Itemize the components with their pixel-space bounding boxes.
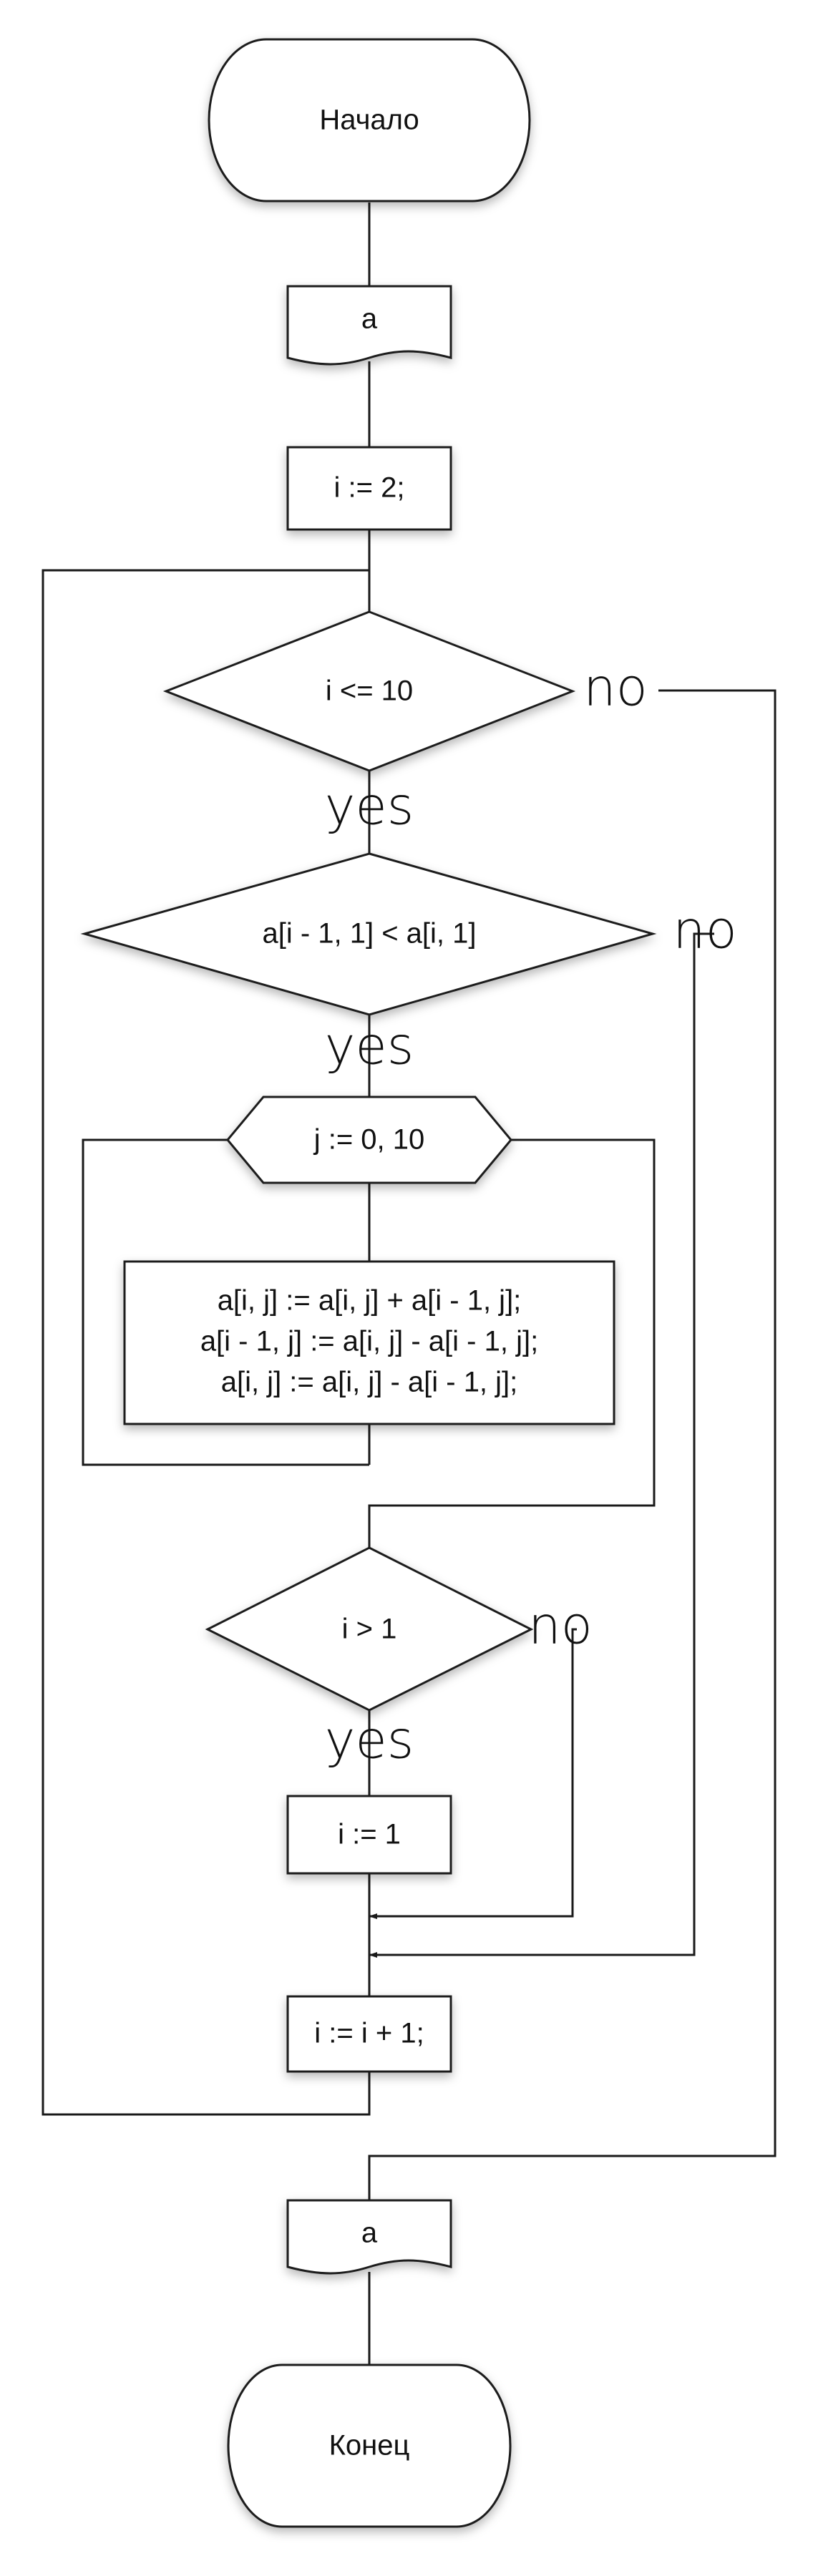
outer-no-path: [368, 689, 777, 2200]
condition-outer: i <= 10: [162, 610, 576, 772]
connectors: [42, 203, 777, 2365]
cond-i-no: no: [528, 1596, 593, 1656]
end-label: Конец: [329, 2430, 410, 2462]
cond-compare-yes: yes: [325, 1016, 414, 1076]
cond-i-yes: yes: [325, 1710, 414, 1770]
loop-j-label: j := 0, 10: [313, 1124, 425, 1156]
condition-i: i > 1: [205, 1546, 534, 1712]
loop-j-hexagon: j := 0, 10: [226, 1096, 512, 1184]
condition-compare: a[i - 1, 1] < a[i, 1]: [80, 852, 657, 1016]
init-label: i := 2;: [334, 472, 405, 504]
cond-compare-label: a[i - 1, 1] < a[i, 1]: [262, 918, 476, 950]
swap-line-2: a[i - 1, j] := a[i, j] - a[i - 1, j];: [200, 1326, 538, 1357]
loop-j-return: [82, 1138, 369, 1466]
input-label: a: [361, 303, 378, 335]
end-terminator: Конец: [227, 2363, 512, 2528]
cond-outer-yes: yes: [325, 776, 414, 836]
main-loop-back: [42, 569, 371, 2116]
cond-i-no-path: [369, 1628, 577, 1919]
assign-label: i := 1: [338, 1819, 401, 1850]
cond-i-label: i > 1: [342, 1614, 397, 1645]
output-label: a: [361, 2218, 378, 2249]
increment-process: i := i + 1;: [286, 1995, 452, 2073]
start-terminator: Начало: [208, 38, 531, 203]
loop-j-exit: [368, 1138, 656, 1548]
assign-process: i := 1: [286, 1795, 452, 1875]
swap-line-1: a[i, j] := a[i, j] + a[i - 1, j];: [218, 1285, 522, 1317]
swap-process: a[i, j] := a[i, j] + a[i - 1, j]; a[i - …: [123, 1260, 615, 1425]
cond-compare-no: no: [673, 900, 737, 960]
cond-outer-label: i <= 10: [326, 675, 413, 707]
start-label: Начало: [319, 104, 419, 136]
compare-no-path: [369, 932, 714, 1958]
cond-outer-no: no: [583, 658, 648, 718]
input-document: a: [286, 285, 452, 366]
output-document: a: [286, 2199, 452, 2275]
increment-label: i := i + 1;: [314, 2018, 424, 2049]
init-process: i := 2;: [286, 446, 452, 531]
swap-line-3: a[i, j] := a[i, j] - a[i - 1, j];: [221, 1367, 518, 1398]
